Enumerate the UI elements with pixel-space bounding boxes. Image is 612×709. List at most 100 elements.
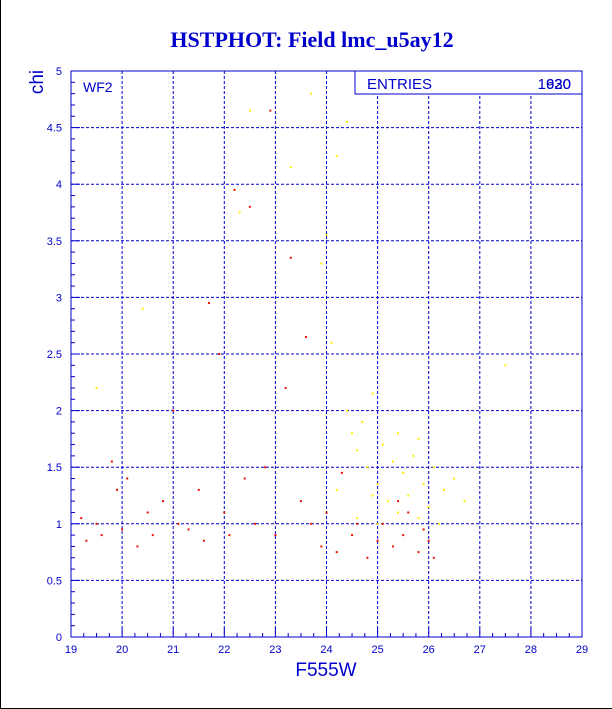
- data-point: [366, 556, 369, 559]
- x-tick-label: 20: [116, 644, 128, 656]
- data-point: [95, 522, 98, 525]
- panel-label: WF2: [83, 79, 113, 95]
- data-point: [397, 432, 400, 435]
- data-point: [325, 234, 328, 237]
- data-point: [402, 534, 405, 537]
- x-axis-label: F555W: [295, 660, 356, 681]
- y-tick-label: 4.5: [47, 123, 62, 135]
- data-point: [412, 454, 415, 457]
- data-point: [325, 511, 328, 514]
- data-point: [397, 511, 400, 514]
- data-point: [376, 483, 379, 486]
- x-tick-label: 24: [320, 644, 332, 656]
- data-point: [397, 500, 400, 503]
- data-point: [371, 494, 374, 497]
- x-tick-label: 21: [167, 644, 179, 656]
- series-yellow: [95, 92, 507, 525]
- series-red: [80, 109, 435, 559]
- stats-entries-value-1: 1920: [538, 76, 571, 93]
- data-point: [356, 517, 359, 520]
- data-point: [141, 307, 144, 310]
- data-point: [417, 437, 420, 440]
- data-point: [427, 539, 430, 542]
- data-point: [345, 120, 348, 123]
- data-point: [207, 302, 210, 305]
- data-point: [386, 500, 389, 503]
- data-point: [85, 539, 88, 542]
- y-tick-label: 4: [56, 179, 62, 191]
- data-point: [223, 511, 226, 514]
- data-point: [305, 336, 308, 339]
- data-point: [248, 109, 251, 112]
- data-point: [238, 211, 241, 214]
- stats-entries-value-2: 630: [546, 76, 571, 93]
- x-tick-label: 29: [576, 644, 588, 656]
- data-point: [233, 188, 236, 191]
- y-tick-label: 5: [56, 66, 62, 78]
- data-point: [422, 528, 425, 531]
- data-point: [146, 511, 149, 514]
- data-point: [115, 488, 118, 491]
- data-point: [351, 432, 354, 435]
- data-point: [299, 500, 302, 503]
- x-tick-label: 28: [525, 644, 537, 656]
- data-point: [126, 477, 129, 480]
- data-point: [391, 460, 394, 463]
- data-point: [345, 409, 348, 412]
- data-point: [197, 488, 200, 491]
- y-tick-label: 1.5: [47, 462, 62, 474]
- data-point: [218, 353, 221, 355]
- data-point: [335, 154, 338, 157]
- grid-lines: [71, 71, 582, 637]
- data-point: [366, 466, 369, 469]
- data-point: [187, 528, 190, 531]
- x-tick-label: 19: [65, 644, 77, 656]
- data-point: [289, 166, 292, 169]
- y-axis-label: chi: [27, 70, 48, 94]
- data-point: [402, 471, 405, 474]
- data-point: [443, 488, 446, 491]
- y-tick-label: 3.5: [47, 236, 62, 248]
- data-point: [356, 449, 359, 452]
- data-point: [391, 545, 394, 548]
- data-point: [407, 494, 410, 497]
- data-point: [320, 262, 323, 265]
- data-point: [504, 364, 507, 367]
- stats-box: ENTRIES 1920 630: [354, 70, 583, 95]
- x-tick-label: 27: [474, 644, 486, 656]
- data-point: [381, 522, 384, 525]
- data-point: [361, 420, 364, 423]
- y-tick-label: 2.5: [47, 349, 62, 361]
- y-tick-label: 3: [56, 292, 62, 304]
- data-point: [136, 545, 139, 548]
- y-tick-label: 2: [56, 406, 62, 418]
- data-point: [437, 522, 440, 525]
- data-point: [253, 522, 256, 525]
- data-point: [330, 341, 333, 344]
- data-point: [177, 522, 180, 525]
- stats-box-border: [354, 70, 583, 95]
- stats-entries-label: ENTRIES: [367, 76, 432, 93]
- y-axis-ticks: 0 0.5 1 1.5 2 2.5 3 3.5 4 4.5 5: [47, 66, 80, 644]
- data-point: [335, 551, 338, 554]
- data-point: [264, 466, 267, 469]
- data-point: [161, 500, 164, 503]
- x-axis-ticks: 19 20 21 22 23 24 25 26 27 28 29: [65, 628, 588, 656]
- data-points: [80, 92, 507, 559]
- x-tick-label: 26: [423, 644, 435, 656]
- data-point: [310, 92, 313, 95]
- data-point: [80, 517, 83, 520]
- x-tick-label: 25: [371, 644, 383, 656]
- data-point: [151, 534, 154, 537]
- data-point: [432, 556, 435, 559]
- x-tick-label: 23: [269, 644, 281, 656]
- data-point: [110, 460, 113, 463]
- data-point: [335, 488, 338, 491]
- data-point: [172, 409, 175, 412]
- data-point: [248, 205, 251, 208]
- data-point: [228, 534, 231, 537]
- data-point: [376, 539, 379, 542]
- data-point: [371, 392, 374, 395]
- data-point: [100, 534, 103, 537]
